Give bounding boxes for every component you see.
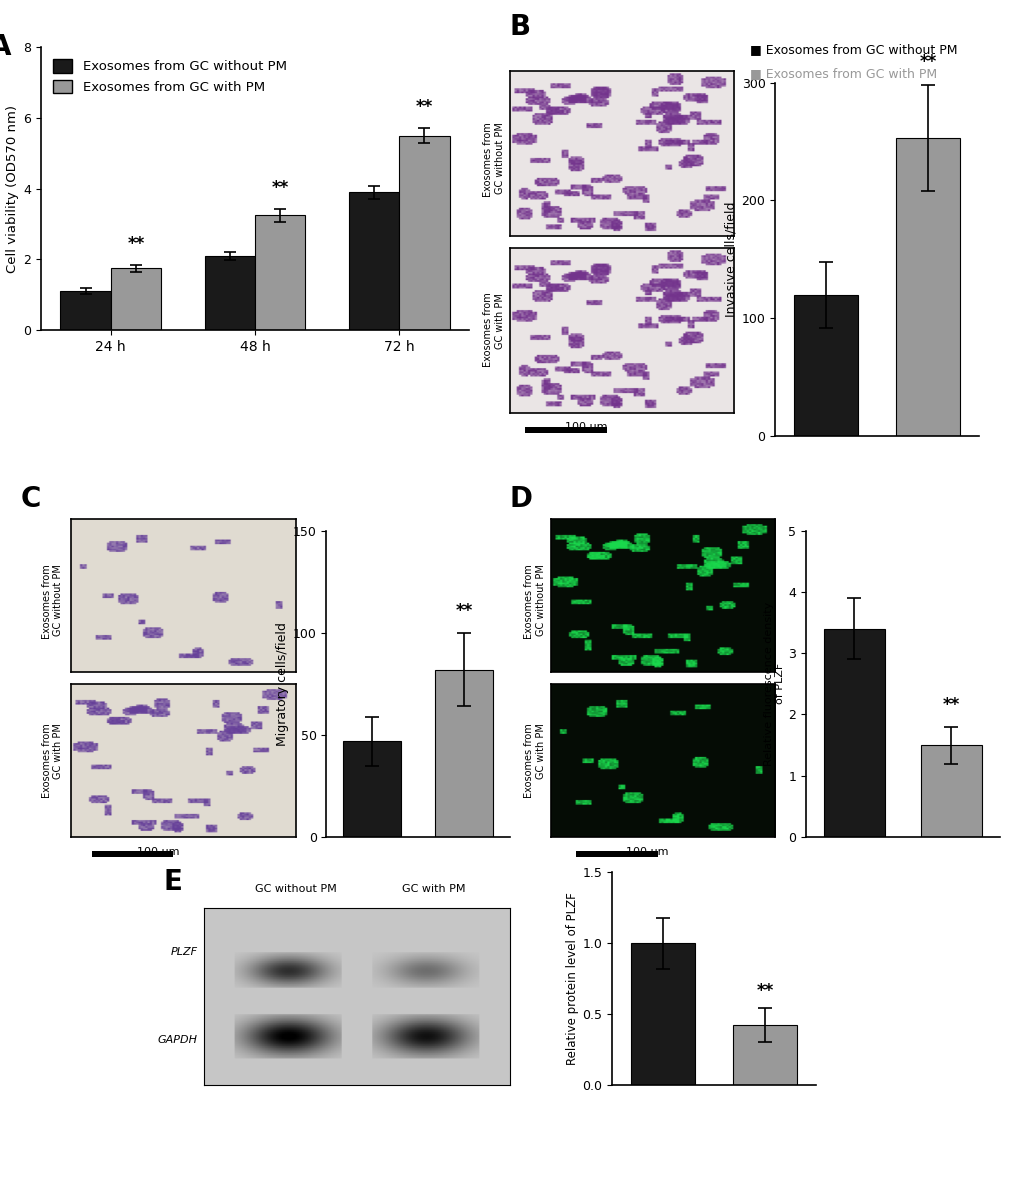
Bar <box>111 269 161 330</box>
Text: **: ** <box>942 697 959 714</box>
Text: B: B <box>510 13 531 41</box>
Bar <box>823 628 883 837</box>
Text: Exosomes from
GC without PM: Exosomes from GC without PM <box>524 564 545 639</box>
Text: **: ** <box>455 602 472 620</box>
Y-axis label: Relative protein level of PLZF: Relative protein level of PLZF <box>566 893 579 1065</box>
Y-axis label: Cell viability (OD570 nm): Cell viability (OD570 nm) <box>6 105 19 272</box>
Text: **: ** <box>416 99 433 117</box>
Bar <box>794 295 858 436</box>
Bar <box>343 742 400 837</box>
Text: Exosomes from
GC with PM: Exosomes from GC with PM <box>483 292 504 368</box>
Text: 100 μm: 100 μm <box>626 847 668 857</box>
Text: PLZF: PLZF <box>171 947 198 957</box>
Bar <box>896 138 960 436</box>
Text: **: ** <box>756 982 772 1000</box>
Text: 100 μm: 100 μm <box>137 847 179 857</box>
Bar <box>398 136 449 330</box>
Y-axis label: Invasive cells/field: Invasive cells/field <box>723 202 737 317</box>
Text: GAPDH: GAPDH <box>158 1035 198 1046</box>
Text: GC with PM: GC with PM <box>401 884 465 894</box>
Text: D: D <box>510 485 533 513</box>
Bar <box>205 256 255 330</box>
Y-axis label: Relative fluorescence density
of PLZF: Relative fluorescence density of PLZF <box>763 601 785 766</box>
Text: GC without PM: GC without PM <box>255 884 336 894</box>
Text: Exosomes from
GC with PM: Exosomes from GC with PM <box>524 723 545 798</box>
Bar <box>732 1026 797 1085</box>
Text: ■ Exosomes from GC without PM: ■ Exosomes from GC without PM <box>749 44 956 57</box>
Text: ■ Exosomes from GC with PM: ■ Exosomes from GC with PM <box>749 67 935 80</box>
Text: **: ** <box>127 236 145 253</box>
Text: Exosomes from
GC without PM: Exosomes from GC without PM <box>483 121 504 197</box>
Bar <box>255 215 305 330</box>
Text: C: C <box>20 485 41 513</box>
Bar <box>630 943 695 1085</box>
Bar <box>60 291 111 330</box>
Bar <box>348 192 398 330</box>
Text: A: A <box>0 33 11 61</box>
Bar <box>435 670 492 837</box>
Text: E: E <box>163 868 182 896</box>
Text: Exosomes from
GC without PM: Exosomes from GC without PM <box>42 564 63 639</box>
Bar <box>920 745 980 837</box>
Legend: Exosomes from GC without PM, Exosomes from GC with PM: Exosomes from GC without PM, Exosomes fr… <box>47 54 292 99</box>
Text: Exosomes from
GC with PM: Exosomes from GC with PM <box>42 723 63 798</box>
Text: 100 μm: 100 μm <box>565 422 607 433</box>
Text: **: ** <box>271 179 288 198</box>
Text: **: ** <box>919 53 935 71</box>
Y-axis label: Migratory cells/field: Migratory cells/field <box>275 621 288 746</box>
